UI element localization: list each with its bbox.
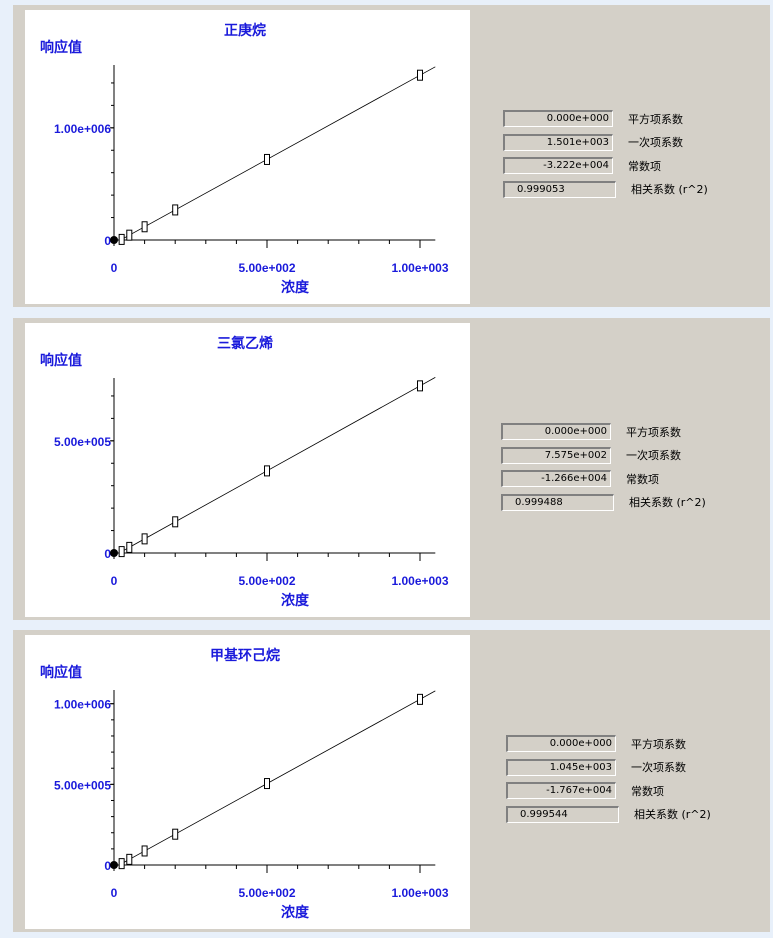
calibration-panel: 正庚烷响应值浓度 0 1.00e+006 0 5.00e+002 1.00e+003 0.0… [13,5,770,307]
coefficient-field[interactable]: 1.045e+003 [506,758,616,776]
y-tick-label: 0 [104,234,111,248]
coefficient-row: 0.000e+000 平方项系数 [503,107,708,131]
fit-line [120,66,436,241]
x-tick-label: 0 [111,574,118,588]
data-point [172,828,179,840]
origin-point [110,549,118,557]
coefficient-label: 常数项 [626,472,659,486]
calibration-chart: 甲基环己烷响应值浓度 0 5.00e+005 1.00e+006 0 5.00e+002 1… [25,635,470,929]
coefficient-row: 0.999544 相关系数 (r^2) [506,803,711,827]
x-tick-label: 1.00e+003 [391,261,448,275]
coefficient-row: 1.501e+003 一次项系数 [503,131,708,155]
data-point [118,858,125,870]
coefficient-label: 一次项系数 [631,761,686,775]
data-point [172,516,179,528]
coefficient-field[interactable]: 0.999053 [503,180,616,198]
data-point [141,221,148,233]
coefficient-row: -1.266e+004 常数项 [501,467,706,491]
data-point [118,233,125,245]
x-tick-label: 1.00e+003 [391,886,448,900]
coefficient-label: 常数项 [631,784,664,798]
coefficient-field[interactable]: 0.999488 [501,493,614,511]
y-tick-label: 1.00e+006 [54,698,111,712]
x-tick-label: 5.00e+002 [238,261,295,275]
coefficient-row: -3.222e+004 常数项 [503,154,708,178]
x-tick-label: 0 [111,886,118,900]
origin-point [110,236,118,244]
data-point [264,465,270,477]
data-point [141,533,148,545]
coefficient-row: -1.767e+004 常数项 [506,779,711,803]
coefficients: 0.000e+000 平方项系数 1.501e+003 一次项系数 -3.222e+00… [503,107,708,201]
x-axis-label: 浓度 [281,592,310,608]
coefficient-label: 常数项 [628,159,661,173]
calibration-chart: 正庚烷响应值浓度 0 1.00e+006 0 5.00e+002 1.00e+003 [25,10,470,304]
coefficient-row: 7.575e+002 一次项系数 [501,444,706,468]
x-tick-label: 5.00e+002 [238,886,295,900]
y-tick-label: 5.00e+005 [54,435,111,449]
coefficient-label: 相关系数 (r^2) [631,183,708,197]
coefficient-row: 0.999053 相关系数 (r^2) [503,178,708,202]
data-point [264,153,270,165]
coefficient-field[interactable]: 0.999544 [506,805,619,823]
y-axis-label: 响应值 [40,352,82,368]
data-point [172,204,179,216]
coefficient-field[interactable]: 0.000e+000 [506,735,616,753]
y-tick-label: 0 [104,859,111,873]
data-point [126,229,133,241]
y-tick-label: 0 [104,547,111,561]
coefficient-row: 0.999488 相关系数 (r^2) [501,491,706,515]
origin-point [110,861,118,869]
coefficient-label: 平方项系数 [631,737,686,751]
coefficients: 0.000e+000 平方项系数 1.045e+003 一次项系数 -1.767e+00… [506,732,711,826]
coefficient-field[interactable]: -1.266e+004 [501,470,611,488]
coefficient-row: 0.000e+000 平方项系数 [501,420,706,444]
fit-line [118,690,436,866]
coefficients: 0.000e+000 平方项系数 7.575e+002 一次项系数 -1.266e+00… [501,420,706,514]
coefficient-label: 一次项系数 [628,136,683,150]
coefficient-label: 平方项系数 [628,112,683,126]
calibration-panel: 甲基环己烷响应值浓度 0 5.00e+005 1.00e+006 0 5.00e+002 1… [13,630,770,932]
y-axis-label: 响应值 [40,664,82,680]
coefficient-row: 0.000e+000 平方项系数 [506,732,711,756]
coefficient-label: 平方项系数 [626,425,681,439]
data-point [118,546,125,558]
y-tick-label: 1.00e+006 [54,122,111,136]
chart-title: 正庚烷 [224,22,266,38]
coefficient-field[interactable]: 0.000e+000 [501,423,611,441]
coefficient-label: 相关系数 (r^2) [634,808,711,822]
data-point [264,778,270,790]
coefficient-field[interactable]: -1.767e+004 [506,782,616,800]
data-point [417,69,423,81]
data-point [126,541,133,553]
calibration-chart: 三氯乙烯响应值浓度 0 5.00e+005 0 5.00e+002 1.00e+003 [25,323,470,617]
coefficient-label: 一次项系数 [626,449,681,463]
data-point [141,845,148,857]
x-tick-label: 0 [111,261,118,275]
data-point [417,693,423,705]
coefficient-field[interactable]: 1.501e+003 [503,133,613,151]
coefficient-field[interactable]: 0.000e+000 [503,110,613,128]
coefficient-label: 相关系数 (r^2) [629,496,706,510]
data-point [417,380,423,392]
x-axis-label: 浓度 [281,904,310,920]
chart-title: 甲基环己烷 [210,647,280,663]
coefficient-row: 1.045e+003 一次项系数 [506,756,711,780]
coefficient-field[interactable]: 7.575e+002 [501,446,611,464]
x-axis-label: 浓度 [281,279,310,295]
data-point [126,853,133,865]
fit-line [118,377,436,554]
x-tick-label: 1.00e+003 [391,574,448,588]
calibration-panel: 三氯乙烯响应值浓度 0 5.00e+005 0 5.00e+002 1.00e+003 0.… [13,318,770,620]
coefficient-field[interactable]: -3.222e+004 [503,157,613,175]
y-axis-label: 响应值 [40,39,82,55]
chart-title: 三氯乙烯 [217,335,273,351]
y-tick-label: 5.00e+005 [54,778,111,792]
x-tick-label: 5.00e+002 [238,574,295,588]
